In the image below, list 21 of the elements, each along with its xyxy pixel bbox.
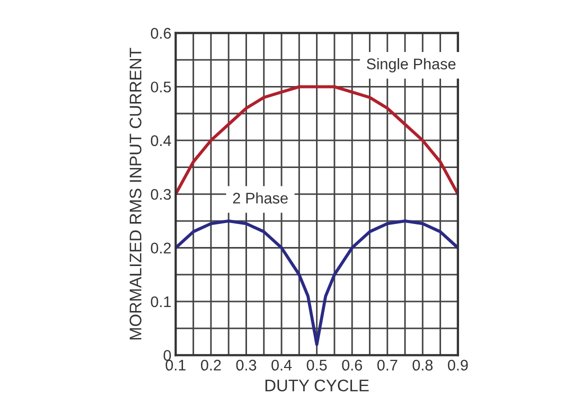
x-tick-label: 0.5 <box>306 360 327 371</box>
x-axis-title: DUTY CYCLE <box>266 380 369 392</box>
y-axis-title: MORMALIZED RMS INPUT CURRENT <box>130 48 142 340</box>
line-series <box>176 219 458 346</box>
x-tick-label: 0.1 <box>166 360 186 371</box>
x-tick-label: 0.9 <box>448 360 468 371</box>
y-tick-label: 0.5 <box>150 82 171 92</box>
series-label: 2 Phase <box>233 192 288 204</box>
y-tick-label: 0 <box>164 350 171 361</box>
x-tick-label: 0.4 <box>272 360 292 371</box>
y-tick-label: 0.6 <box>150 28 171 39</box>
y-tick-label: 0.4 <box>150 135 172 146</box>
y-tick-label: 0.1 <box>150 296 171 308</box>
x-tick-label: 0.6 <box>342 360 362 371</box>
y-tick-label: 0.2 <box>150 242 171 254</box>
x-tick-label: 0.2 <box>200 360 221 371</box>
x-tick-label: 0.3 <box>236 360 256 371</box>
series-label: Single Phase <box>366 58 456 72</box>
y-tick-label: 0.3 <box>150 188 171 200</box>
x-tick-label: 0.7 <box>377 360 398 371</box>
x-tick-label: 0.8 <box>412 360 433 371</box>
